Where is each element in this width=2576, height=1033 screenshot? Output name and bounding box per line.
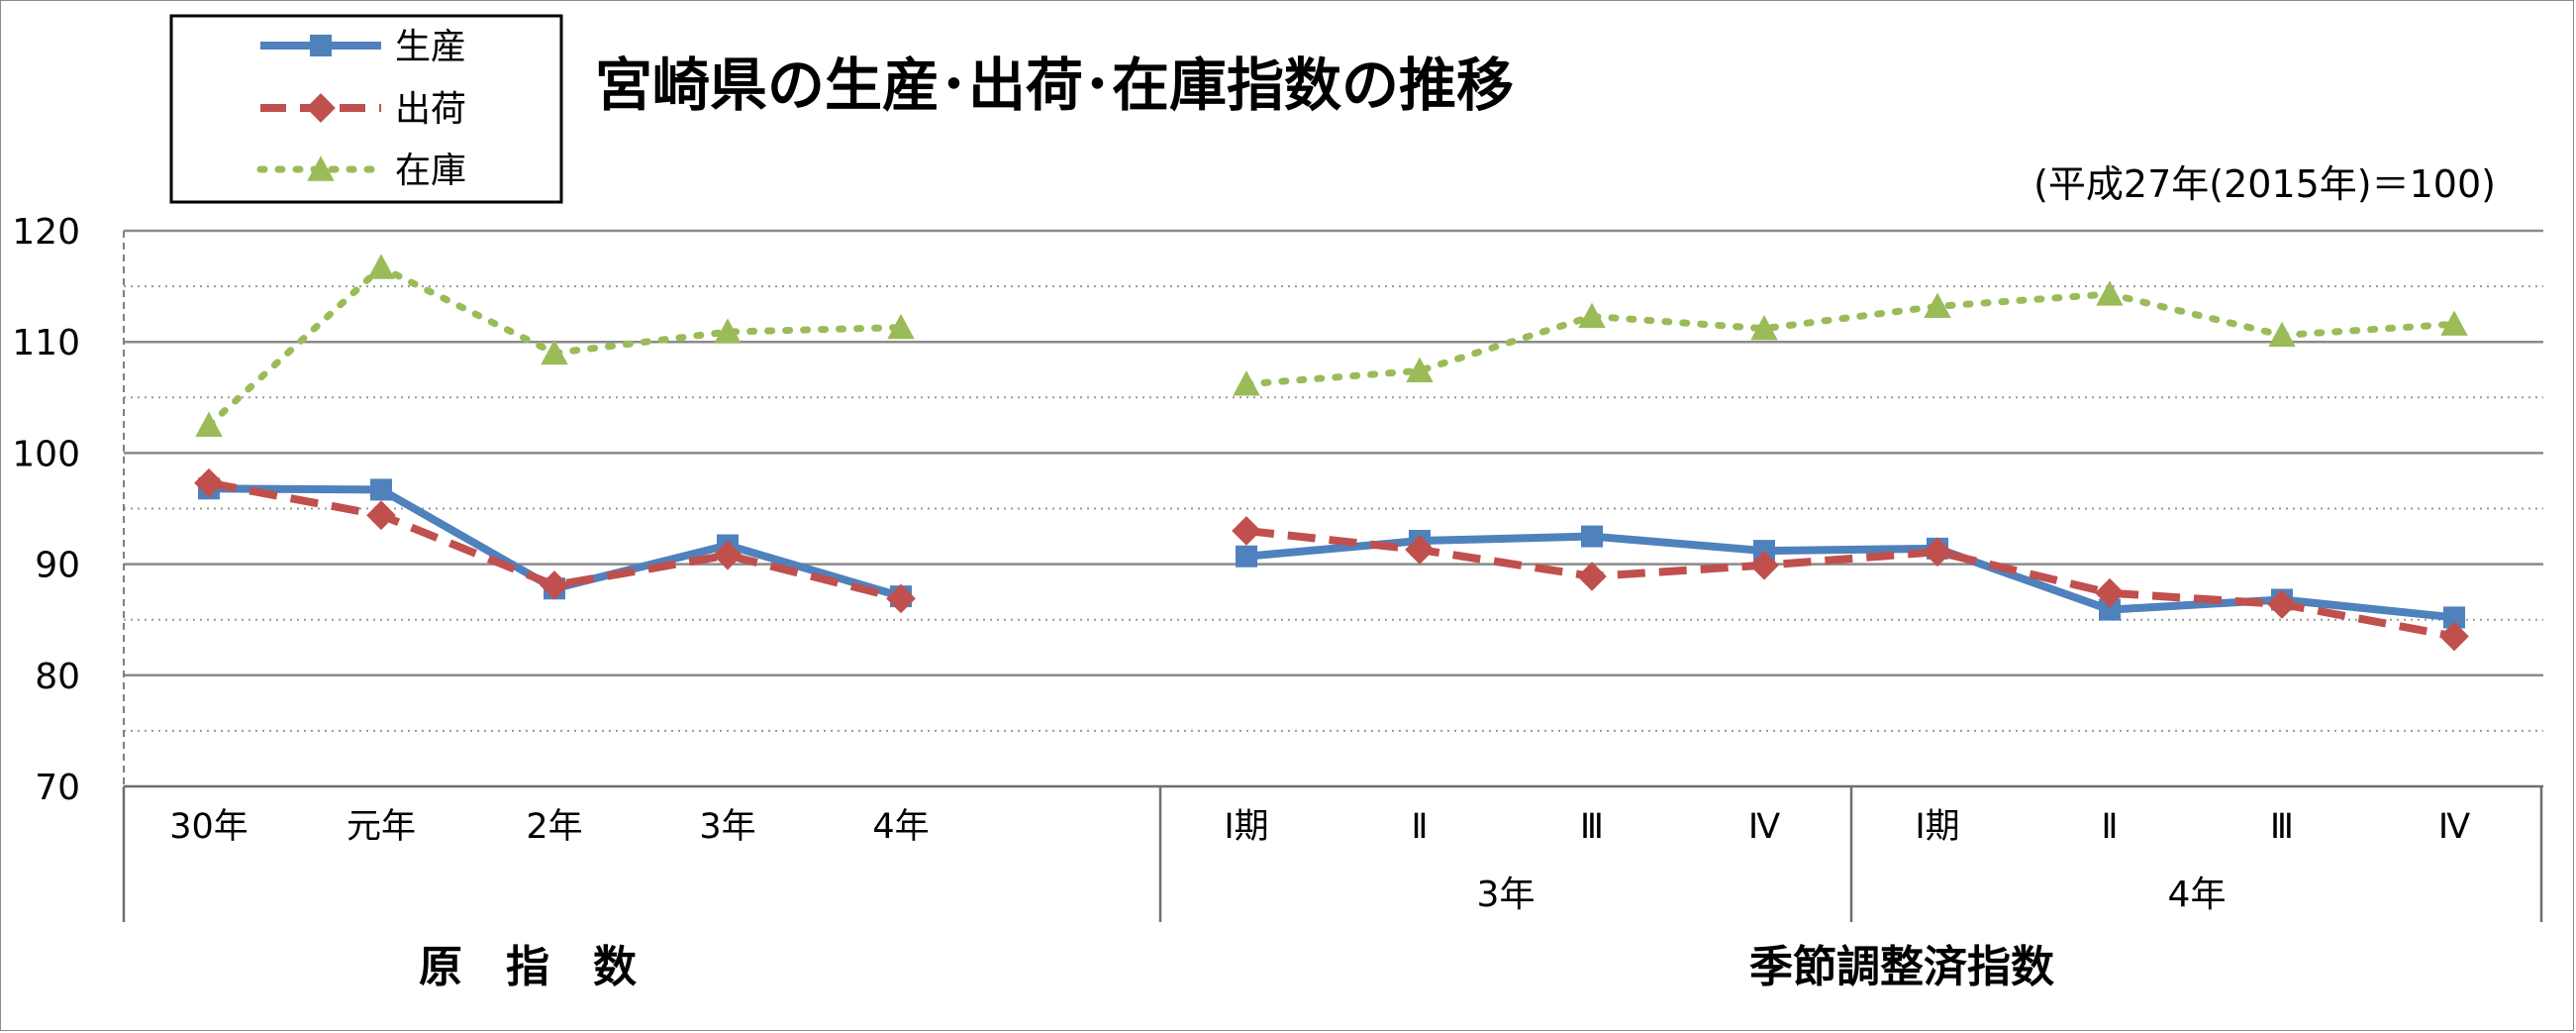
series-line: [208, 478, 902, 603]
legend-label: 生産: [395, 27, 466, 67]
x-tick-label: Ⅰ期: [1224, 807, 1268, 847]
data-point: [367, 254, 395, 279]
data-point: [1406, 357, 1434, 383]
y-tick-label: 70: [35, 768, 80, 808]
y-tick-label: 90: [35, 546, 80, 586]
x-tick-label: 元年: [347, 807, 416, 847]
section-label: 原 指 数: [419, 942, 637, 992]
data-point: [194, 467, 224, 498]
data-point: [713, 540, 743, 570]
y-tick-label: 110: [12, 323, 80, 363]
axis-labels: 120 110 100 90 80 70 30年 元年 2年 3年 4年 Ⅰ期 Ⅱ Ⅲ Ⅳ Ⅰ期 Ⅱ Ⅲ Ⅳ 3年 4年…: [12, 212, 2471, 992]
data-point: [2268, 321, 2296, 348]
data-point: [1924, 292, 1951, 318]
x-tick-label: Ⅰ期: [1915, 807, 1959, 847]
legend-label: 在庫: [395, 151, 466, 191]
series-square: [198, 477, 2465, 629]
data-point: [2440, 310, 2468, 336]
legend-label: 出荷: [395, 89, 466, 130]
data-point: [1749, 550, 1779, 580]
data-point: [1923, 537, 1952, 568]
series-line: [1242, 290, 2458, 388]
x-tick-label: 4年: [872, 807, 929, 847]
x-tick-label: Ⅲ: [1580, 807, 1604, 847]
data-point: [2439, 621, 2469, 652]
x-tick-label: 30年: [169, 807, 248, 847]
series-triangle: [195, 254, 2468, 438]
series-diamond: [194, 467, 2469, 652]
data-point: [1236, 545, 1257, 568]
data-point: [887, 313, 915, 340]
x-tick-label: Ⅳ: [2438, 807, 2471, 847]
y-tick-label: 80: [35, 657, 80, 697]
legend-marker: [307, 155, 335, 181]
data-point: [2096, 280, 2124, 306]
x-tick-label: Ⅳ: [1748, 807, 1781, 847]
chart-title: 宮崎県の生産･出荷･在庫指数の推移: [595, 52, 1514, 119]
x-tick-label: 2年: [526, 807, 582, 847]
data-point: [1578, 302, 1606, 329]
data-point: [1233, 370, 1260, 396]
x-tick-label: Ⅲ: [2270, 807, 2294, 847]
x-group-label: 3年: [1477, 875, 1536, 915]
data-point: [540, 570, 569, 600]
x-group-label: 4年: [2168, 875, 2227, 915]
section-label: 季節調整済指数: [1749, 942, 2054, 992]
legend-marker: [310, 35, 332, 56]
data-point: [2099, 598, 2121, 621]
data-point: [2267, 589, 2297, 619]
data-point: [541, 339, 568, 365]
data-point: [1581, 525, 1603, 548]
base-year-note: (平成27年(2015年)＝100): [2033, 162, 2496, 206]
data-point: [1232, 516, 1261, 546]
y-tick-label: 100: [12, 434, 80, 474]
data-point: [1577, 562, 1607, 591]
x-tick-label: Ⅱ: [1411, 807, 1428, 847]
axes: [122, 231, 2543, 922]
data-point: [886, 583, 916, 614]
gridlines: [124, 229, 2543, 732]
x-tick-label: Ⅱ: [2101, 807, 2118, 847]
data-point: [370, 478, 392, 501]
data-point: [2443, 606, 2465, 629]
legend-marker: [306, 93, 336, 123]
data-point: [195, 411, 223, 438]
data-point: [366, 500, 396, 531]
y-tick-label: 120: [12, 212, 80, 253]
data-point: [2095, 577, 2125, 608]
data-point: [714, 318, 742, 344]
data-point: [1750, 314, 1778, 341]
series-line: [1245, 526, 2455, 641]
series-layer: [194, 254, 2469, 652]
data-point: [1405, 535, 1435, 565]
x-tick-label: 3年: [699, 807, 755, 847]
